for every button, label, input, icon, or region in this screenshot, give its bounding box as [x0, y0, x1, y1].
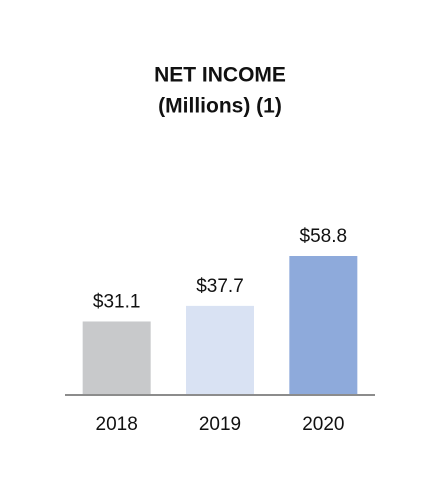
bar [82, 321, 151, 395]
value-label: $37.7 [196, 276, 244, 297]
bar [289, 256, 358, 395]
x-tick-label: 2020 [302, 414, 344, 435]
chart-subtitle: (Millions) (1) [158, 95, 282, 118]
x-tick-label: 2019 [199, 414, 241, 435]
bar [186, 305, 254, 395]
x-tick-label: 2018 [96, 414, 138, 435]
chart-title: NET INCOME [154, 64, 286, 87]
value-label: $31.1 [93, 291, 141, 312]
value-label: $58.8 [300, 226, 348, 247]
